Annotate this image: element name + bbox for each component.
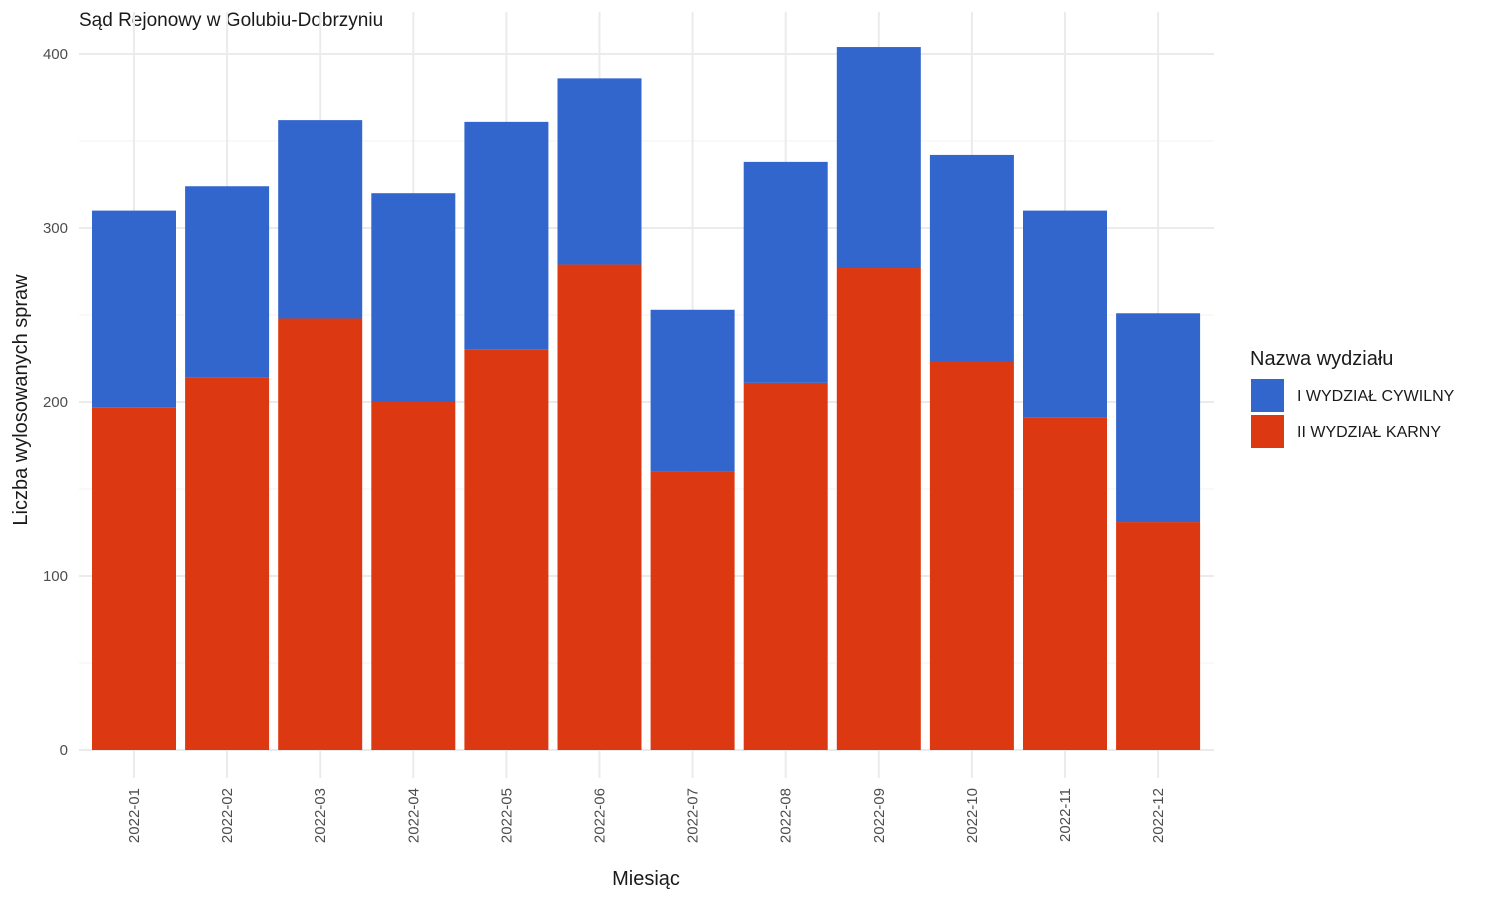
y-tick-label: 100: [43, 568, 68, 585]
bars-group: [92, 47, 1201, 750]
legend-swatch: [1251, 379, 1284, 412]
bar-karny-2022-11: [1023, 417, 1107, 750]
bar-karny-2022-09: [836, 268, 921, 750]
bar-karny-2022-02: [185, 377, 270, 750]
x-tick-label: 2022-07: [685, 788, 702, 843]
x-tick-label: 2022-05: [498, 788, 515, 843]
x-tick-label: 2022-06: [592, 788, 609, 843]
bar-cywilny-2022-10: [929, 154, 1014, 362]
legend-title: Nazwa wydziału: [1250, 348, 1393, 370]
x-axis-ticks: 2022-01 2022-02 2022-03 2022-04 2022-05 2022-…: [126, 788, 1167, 843]
x-tick-label: 2022-02: [219, 788, 236, 843]
bar-cywilny-2022-09: [836, 47, 921, 269]
y-tick-label: 400: [43, 46, 68, 63]
bar-cywilny-2022-07: [650, 309, 735, 472]
bar-cywilny-2022-04: [371, 193, 456, 402]
x-axis-title: Miesiąc: [612, 868, 680, 890]
bar-cywilny-2022-06: [557, 78, 642, 265]
x-tick-label: 2022-09: [871, 788, 888, 843]
legend-swatch: [1251, 415, 1284, 448]
bar-cywilny-2022-08: [743, 161, 828, 383]
legend-label: I WYDZIAŁ CYWILNY: [1297, 388, 1455, 405]
bar-karny-2022-06: [557, 264, 642, 750]
legend: Nazwa wydziału I WYDZIAŁ CYWILNY II WYDZI…: [1250, 348, 1455, 448]
bar-cywilny-2022-01: [92, 210, 176, 408]
bar-karny-2022-01: [92, 407, 176, 750]
x-tick-label: 2022-04: [405, 788, 422, 843]
bar-karny-2022-10: [929, 361, 1014, 750]
bar-karny-2022-08: [743, 382, 828, 750]
bar-cywilny-2022-02: [185, 186, 270, 378]
x-tick-label: 2022-11: [1057, 788, 1074, 842]
x-tick-label: 2022-08: [778, 788, 795, 843]
bar-karny-2022-07: [650, 471, 735, 750]
bar-cywilny-2022-05: [464, 121, 549, 350]
y-tick-label: 300: [43, 220, 68, 237]
y-axis-ticks: 0 100 200 300 400: [43, 46, 68, 759]
bar-cywilny-2022-11: [1023, 210, 1107, 418]
y-axis-title: Liczba wylosowanych spraw: [10, 274, 32, 526]
bar-karny-2022-05: [464, 349, 549, 750]
y-tick-label: 200: [43, 394, 68, 411]
x-tick-label: 2022-10: [964, 788, 981, 843]
x-tick-label: 2022-12: [1150, 788, 1167, 843]
x-tick-label: 2022-03: [312, 788, 329, 843]
bar-karny-2022-12: [1116, 522, 1201, 750]
bar-cywilny-2022-12: [1116, 313, 1201, 523]
x-tick-label: 2022-01: [126, 788, 143, 843]
y-tick-label: 0: [60, 742, 68, 759]
bar-cywilny-2022-03: [278, 120, 363, 319]
chart-subtitle: Sąd Rejonowy w Golubiu-Dobrzyniu: [79, 10, 383, 31]
legend-label: II WYDZIAŁ KARNY: [1297, 424, 1441, 441]
bar-karny-2022-04: [371, 402, 456, 750]
legend-items: I WYDZIAŁ CYWILNY II WYDZIAŁ KARNY: [1251, 379, 1455, 448]
bar-karny-2022-03: [278, 318, 363, 750]
